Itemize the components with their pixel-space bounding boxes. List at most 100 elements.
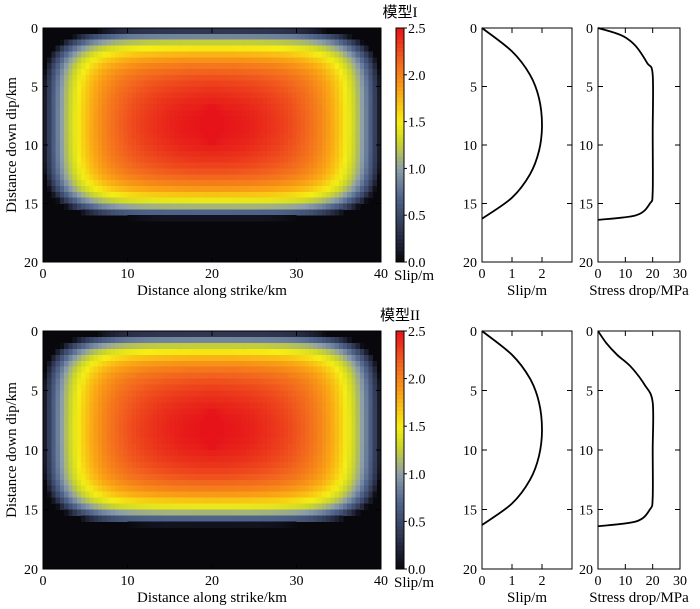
- heatmap-cell: [140, 384, 145, 391]
- heatmap-cell: [292, 348, 297, 356]
- heatmap-cell: [364, 133, 369, 140]
- heatmap-cell: [190, 354, 196, 362]
- heatmap-cell: [119, 127, 124, 134]
- heatmap-cell: [237, 203, 242, 210]
- heatmap-cell: [76, 491, 82, 498]
- heatmap-cell: [123, 191, 128, 199]
- heatmap-cell: [237, 191, 242, 199]
- heatmap-cell: [288, 209, 293, 216]
- heatmap-cell: [237, 133, 242, 140]
- heatmap-cell: [190, 156, 196, 163]
- heatmap-cell: [85, 384, 90, 391]
- heatmap-cell: [279, 168, 285, 175]
- heatmap-cell: [131, 185, 137, 193]
- heatmap-cell: [258, 80, 264, 87]
- heatmap-cell: [347, 63, 352, 70]
- heatmap-cell: [47, 180, 52, 187]
- heatmap-cell: [161, 74, 166, 82]
- heatmap-cell: [258, 215, 264, 222]
- heatmap-cell: [89, 372, 95, 379]
- heatmap-cell: [334, 467, 340, 475]
- heatmap-cell: [161, 348, 166, 356]
- heatmap-cell: [127, 133, 133, 140]
- heatmap-cell: [279, 197, 285, 204]
- heatmap-cell: [304, 127, 310, 134]
- heatmap-cell: [245, 331, 251, 338]
- heatmap-cell: [304, 485, 310, 493]
- heatmap-cell: [224, 384, 230, 391]
- heatmap-cell: [216, 455, 221, 463]
- heatmap-cell: [237, 342, 242, 350]
- heatmap-cell: [262, 438, 268, 445]
- colorbar-swatch: [396, 70, 404, 76]
- heatmap-cell: [283, 33, 289, 41]
- heatmap-cell: [220, 336, 226, 344]
- heatmap-cell: [43, 174, 48, 181]
- heatmap-cell: [81, 473, 86, 481]
- heatmap-cell: [313, 467, 319, 475]
- heatmap-cell: [199, 45, 204, 52]
- heatmap-cell: [195, 203, 200, 210]
- heatmap-cell: [199, 80, 204, 87]
- heatmap-cell: [51, 51, 57, 58]
- heatmap-cell: [245, 342, 251, 350]
- heatmap-cell: [224, 80, 230, 87]
- heatmap-cell: [148, 115, 154, 122]
- heatmap-cell: [68, 503, 73, 510]
- heatmap-cell: [152, 491, 158, 498]
- heatmap-cell: [186, 384, 192, 391]
- heatmap-cell: [258, 133, 264, 140]
- heatmap-cell: [195, 197, 200, 204]
- heatmap-cell: [317, 203, 323, 210]
- heatmap-cell: [178, 51, 183, 58]
- heatmap-cell: [140, 450, 145, 457]
- heatmap-cell: [300, 104, 306, 111]
- heatmap-cell: [283, 145, 289, 152]
- heatmap-cell: [110, 396, 116, 403]
- heatmap-cell: [123, 174, 128, 181]
- heatmap-cell: [68, 92, 73, 99]
- heatmap-cell: [241, 402, 247, 409]
- heatmap-cell: [304, 497, 310, 504]
- heatmap-cell: [233, 521, 238, 528]
- heatmap-cell: [81, 191, 86, 199]
- heatmap-cell: [250, 174, 255, 181]
- heatmap-cell: [334, 485, 340, 493]
- heatmap-cell: [233, 354, 238, 362]
- heatmap-cell: [233, 150, 238, 158]
- heatmap-cell: [228, 86, 234, 93]
- heatmap-cell: [161, 145, 166, 152]
- heatmap-cell: [368, 145, 373, 152]
- heatmap-cell: [304, 467, 310, 475]
- heatmap-cell: [97, 342, 103, 350]
- colorbar-tick-label: 0.0: [408, 256, 426, 271]
- heatmap-cell: [51, 92, 57, 99]
- heatmap-cell: [72, 426, 78, 433]
- heatmap-cell: [330, 438, 335, 445]
- heatmap-cell: [275, 174, 280, 181]
- heatmap-cell: [292, 396, 297, 403]
- heatmap-cell: [123, 432, 128, 439]
- heatmap-cell: [178, 354, 183, 362]
- heatmap-cell: [127, 432, 133, 439]
- heatmap-cell: [135, 479, 141, 487]
- heatmap-cell: [355, 92, 361, 99]
- heatmap-cell: [152, 139, 158, 146]
- heatmap-cell: [342, 45, 348, 52]
- heatmap-cell: [190, 485, 196, 493]
- heatmap-cell: [173, 33, 179, 41]
- heatmap-cell: [237, 390, 242, 397]
- heatmap-cell: [59, 74, 65, 82]
- heatmap-cell: [195, 80, 200, 87]
- heatmap-cell: [355, 168, 361, 175]
- heatmap-cell: [119, 28, 124, 35]
- heatmap-cell: [110, 515, 116, 522]
- heatmap-cell: [43, 467, 48, 475]
- heatmap-cell: [355, 121, 361, 128]
- heatmap-cell: [283, 109, 289, 117]
- heatmap-cell: [148, 104, 154, 111]
- heatmap-cell: [288, 68, 293, 76]
- heatmap-cell: [161, 156, 166, 163]
- heatmap-cell: [355, 139, 361, 146]
- heatmap-cell: [330, 139, 335, 146]
